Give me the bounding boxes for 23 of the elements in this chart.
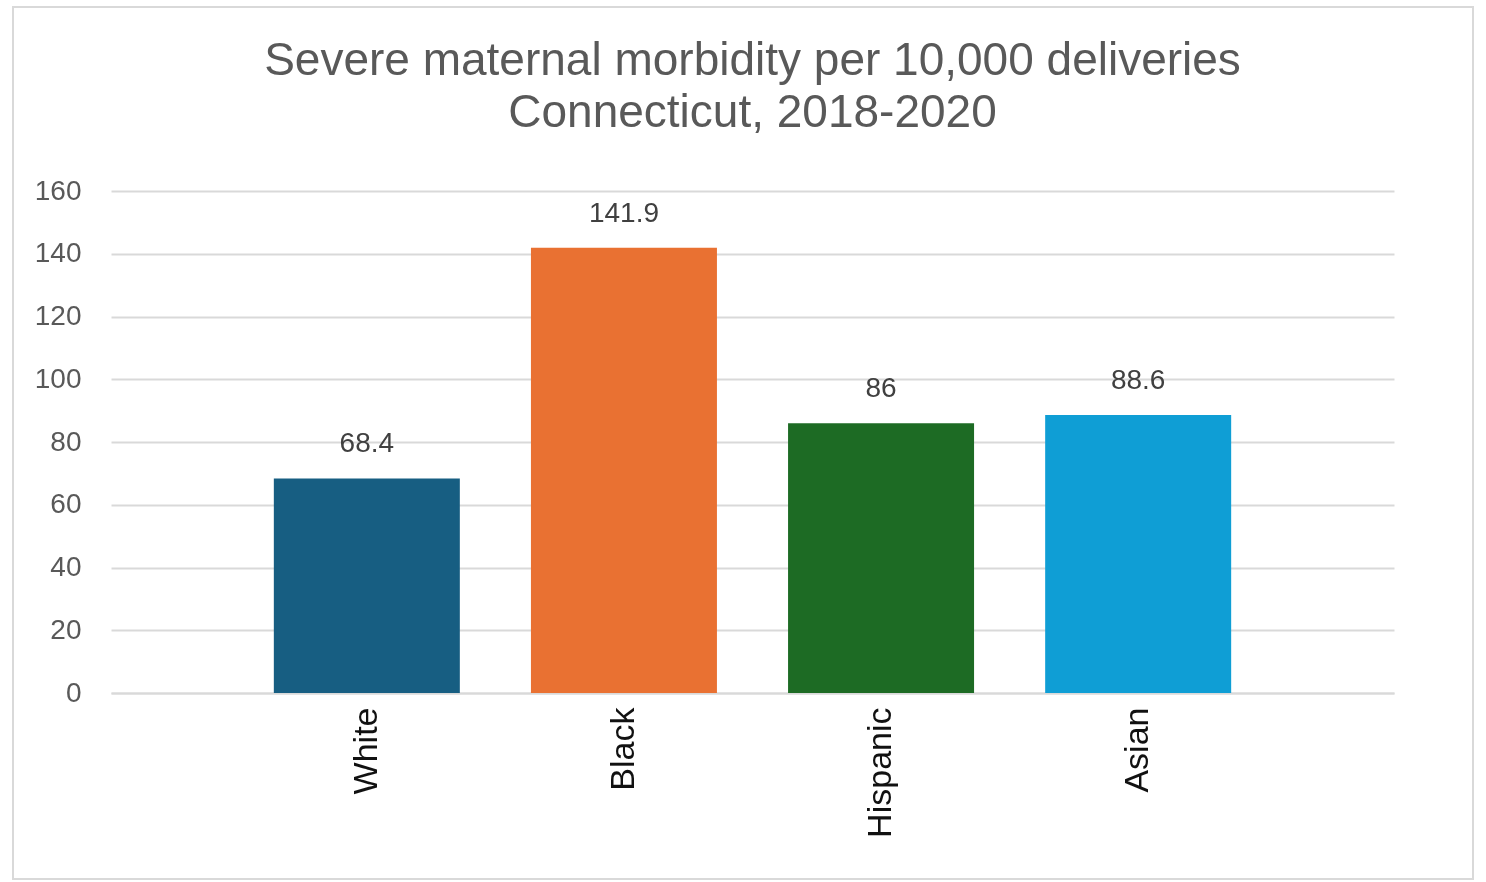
- data-label: 141.9: [588, 196, 659, 228]
- x-tick-label: Asian: [1117, 707, 1156, 793]
- x-tick-label: White: [345, 707, 384, 795]
- y-tick-label: 0: [65, 676, 82, 708]
- y-tick-label: 60: [50, 488, 82, 520]
- y-tick-label: 40: [50, 551, 82, 582]
- x-tick-label: Black: [602, 706, 641, 791]
- data-label: 68.4: [339, 427, 395, 459]
- chart-title: Severe maternal morbidity per 10,000 deliveries: [264, 33, 1241, 85]
- y-tick-label: 20: [50, 613, 82, 645]
- x-tick-label: Hispanic: [860, 707, 899, 838]
- bar: [273, 478, 460, 693]
- chart-subtitle: Connecticut, 2018-2020: [508, 85, 997, 137]
- y-tick-label: 120: [34, 300, 82, 331]
- bar: [1045, 415, 1232, 693]
- y-tick-label: 80: [50, 425, 82, 457]
- bar: [530, 247, 717, 693]
- data-label: 86: [865, 372, 897, 404]
- y-tick-label: 160: [34, 174, 82, 206]
- y-tick-label: 100: [34, 362, 82, 394]
- y-tick-label: 140: [34, 237, 82, 269]
- data-label: 88.6: [1110, 364, 1166, 396]
- bar: [788, 423, 975, 693]
